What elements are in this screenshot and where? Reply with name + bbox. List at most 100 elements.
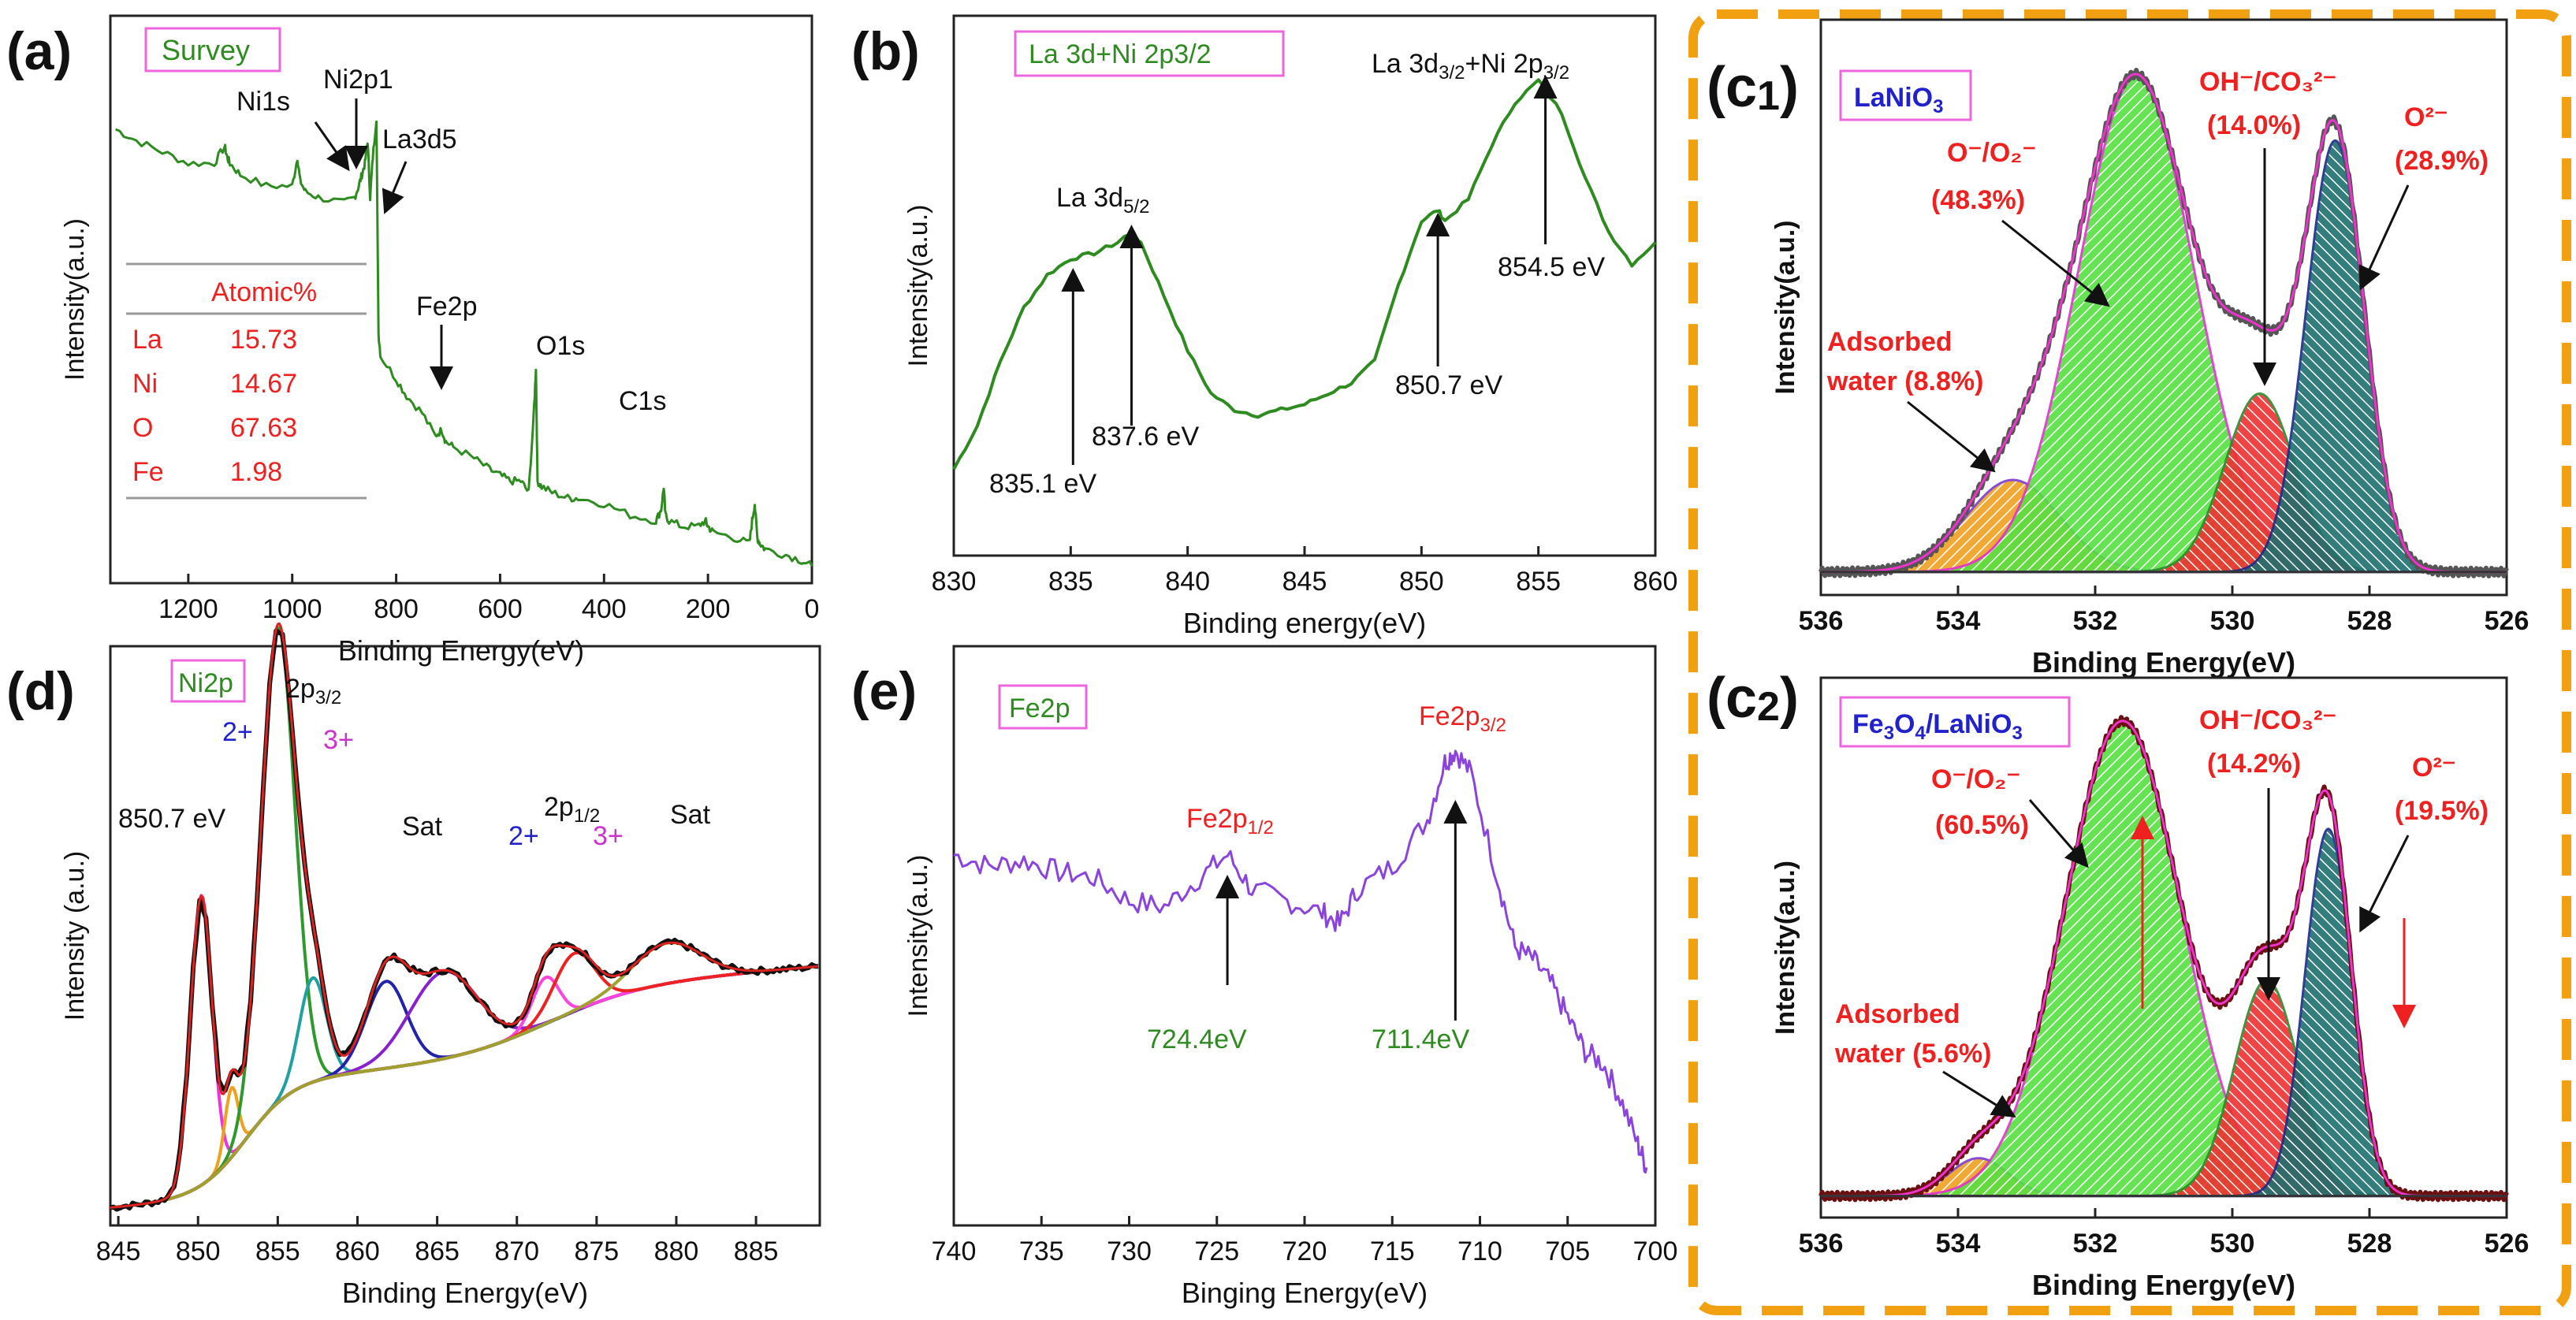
annotation-arrow: [2359, 835, 2410, 933]
label-837: 837.6 eV: [1092, 422, 1199, 452]
ni-component-2: [110, 626, 819, 1210]
x-tick-label: 536: [1799, 606, 1844, 636]
x-tick-label: 845: [1282, 567, 1327, 597]
label-o2-pct: (19.5%): [2395, 796, 2489, 826]
x-tick-label: 705: [1545, 1236, 1590, 1266]
x-tick-label: 865: [415, 1236, 460, 1266]
table-element: Ni: [132, 369, 158, 399]
subscript: 3: [2012, 723, 2022, 744]
label-water-pct: water (8.8%): [1826, 366, 1983, 396]
panel-c1-lanio3: 536 534 532 530 528 526 Binding Energy(eV) Inte…: [1770, 18, 2529, 679]
x-tick-label: 530: [2210, 1229, 2255, 1259]
x-axis-label: Binding Energy(eV): [2032, 646, 2295, 679]
x-tick-label: 400: [582, 594, 627, 624]
x-tick-label: 835: [1048, 567, 1093, 597]
annotation-arrow: [2028, 799, 2089, 868]
x-tick-label: 800: [374, 594, 419, 624]
label-plus-ni: +Ni 2p: [1465, 49, 1543, 79]
table-value: 14.67: [230, 369, 297, 399]
title-box: [1839, 696, 2071, 748]
table-value: 67.63: [230, 413, 297, 443]
x-tick-label: 528: [2347, 1229, 2392, 1259]
label-850: 850.7 eV: [1395, 370, 1502, 400]
x-tick-label: 720: [1282, 1236, 1327, 1266]
subscript: 5/2: [1123, 196, 1149, 218]
y-axis-label: Intensity(a.u.): [60, 218, 90, 381]
label-711: 711.4eV: [1372, 1024, 1469, 1054]
x-tick-label: 875: [574, 1236, 619, 1266]
la3d-ni2p-line: [952, 78, 1657, 470]
label-fe2p32: Fe2p3/2: [1419, 701, 1506, 736]
x-axis-label: Binding energy(eV): [1183, 607, 1426, 639]
x-tick-label: 860: [335, 1236, 380, 1266]
subscript: 4: [1915, 723, 1926, 744]
c1-title: LaNiO3: [1854, 83, 1943, 117]
x-tick-label: 532: [2073, 1229, 2118, 1259]
annotation-arrow: [314, 121, 350, 172]
fit-envelope: [1821, 719, 2507, 1198]
table-value: 1.98: [230, 457, 282, 487]
label-fe2p: Fe2p: [416, 292, 478, 322]
label-o2-pct: (28.9%): [2395, 146, 2489, 176]
x-tick-label: 534: [1936, 1229, 1981, 1259]
x-axis-label: Binding Energy(eV): [338, 634, 584, 667]
label-sat-1: Sat: [402, 812, 443, 842]
x-tick-label: 845: [96, 1236, 141, 1266]
x-tick-label: 725: [1194, 1236, 1239, 1266]
x-tick-label: 532: [2073, 606, 2118, 636]
survey-line: [115, 120, 813, 567]
subscript: 3/2: [1480, 715, 1506, 736]
title-box: [998, 684, 1088, 730]
panel-c2-label: (c2): [1707, 667, 1799, 730]
table-header: Atomic%: [211, 277, 317, 307]
x-tick-label: 850: [176, 1236, 221, 1266]
survey-title: Survey: [162, 34, 250, 66]
label-la3d5: La3d5: [382, 125, 457, 154]
plot-frame: [109, 14, 813, 585]
x-tick-label: 528: [2347, 606, 2392, 636]
x-tick-label: 710: [1457, 1236, 1502, 1266]
label-2plus: 2+: [222, 717, 253, 747]
subscript: 3: [1884, 723, 1894, 744]
x-tick-label: 830: [932, 567, 977, 597]
label-water: Adsorbed: [1835, 999, 1960, 1029]
x-tick-label: 840: [1165, 567, 1210, 597]
label-850-7: 850.7 eV: [118, 804, 225, 834]
la3d-title: La 3d+Ni 2p3/2: [1029, 39, 1212, 69]
panel-c-frame: [1688, 9, 2571, 1315]
table-element: Fe: [132, 457, 164, 487]
y-axis-label: Intensity(a.u.): [903, 205, 933, 367]
subscript: 3: [1933, 96, 1943, 117]
annotation-arrow: [2001, 219, 2110, 307]
label-ni2p1: Ni2p1: [323, 65, 393, 95]
label-2p32: 2p3/2: [285, 674, 341, 708]
label-2p12: 2p1/2: [544, 792, 600, 827]
x-tick-label: 530: [2210, 606, 2255, 636]
label-o-o2-pct: (60.5%): [1935, 810, 2029, 840]
x-tick-label: 735: [1019, 1236, 1064, 1266]
subscript: 1/2: [1248, 817, 1274, 838]
x-tick-label: 700: [1633, 1236, 1678, 1266]
fit-envelope: [1821, 73, 2507, 574]
title-box: [170, 659, 246, 703]
label-854: 854.5 eV: [1498, 252, 1605, 282]
x-axis-label: Binding Energy(eV): [2032, 1269, 2295, 1301]
x-tick-label: 200: [686, 594, 731, 624]
title-part: /LaNiO: [1926, 709, 2012, 739]
subscript: 3/2: [1543, 62, 1569, 84]
table-element: La: [132, 325, 162, 355]
ni2p-title: Ni2p: [178, 668, 233, 698]
table-value: 15.73: [230, 325, 297, 355]
label-o2: O²⁻: [2404, 102, 2448, 132]
label-fe2p12: Fe2p1/2: [1186, 804, 1274, 838]
panel-e-fe2p: 740 735 730 725 720 715 710 705 700 Binging Energ…: [903, 645, 1678, 1309]
panel-a-survey: 1200 1000 800 600 400 200 0 Binding Energy(eV) I…: [60, 14, 819, 667]
label-sat-2: Sat: [670, 800, 711, 830]
x-tick-label: 536: [1799, 1229, 1844, 1259]
x-tick-label: 740: [932, 1236, 977, 1266]
label-o1s: O1s: [536, 331, 585, 361]
x-tick-label: 1000: [262, 594, 322, 624]
y-axis-label: Intensity (a.u.): [60, 851, 90, 1021]
fe2p-title: Fe2p: [1009, 693, 1070, 723]
annotation-arrow: [382, 161, 408, 214]
